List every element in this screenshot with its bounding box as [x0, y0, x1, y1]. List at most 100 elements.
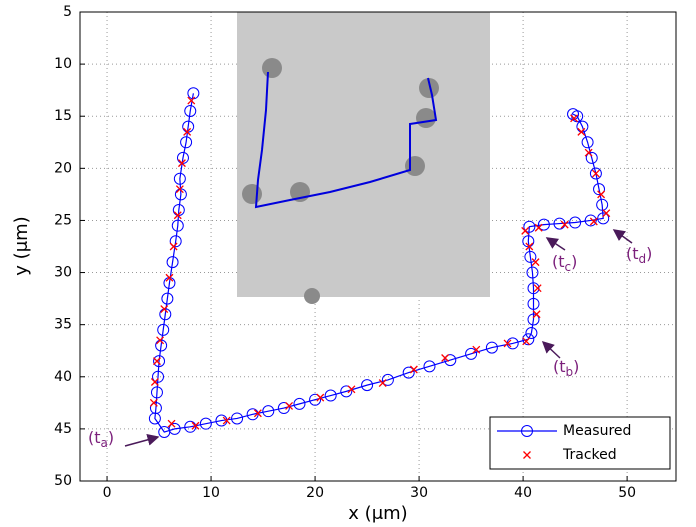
annotation: (tc): [552, 252, 577, 274]
y-axis-label: y (μm): [11, 216, 32, 275]
marker: [525, 242, 534, 251]
marker: [526, 266, 539, 279]
marker: [231, 412, 244, 425]
marker: [521, 425, 533, 437]
marker: [293, 397, 306, 410]
marker: [602, 209, 611, 218]
annotation: (ta): [88, 428, 114, 450]
marker: [577, 127, 586, 136]
marker: [150, 386, 163, 399]
marker: [527, 313, 540, 326]
marker: [167, 419, 176, 428]
marker: [169, 235, 182, 248]
marker: [277, 402, 290, 415]
annotation-arrow: [541, 340, 561, 359]
marker: [153, 357, 161, 366]
marker: [191, 421, 200, 430]
marker: [340, 385, 353, 398]
marker: [171, 219, 184, 232]
y-tick-label: 10: [54, 56, 72, 72]
marker: [527, 297, 540, 310]
marker: [525, 327, 538, 340]
marker: [521, 226, 530, 235]
marker: [361, 379, 374, 392]
marker: [165, 273, 174, 282]
marker: [160, 305, 169, 313]
marker: [503, 339, 512, 348]
series-line: [154, 93, 604, 433]
marker: [593, 183, 606, 196]
marker: [441, 354, 450, 362]
marker: [180, 136, 193, 149]
y-tick-label: 40: [54, 369, 72, 385]
marker: [472, 345, 481, 354]
annotation-part: (t: [552, 252, 565, 271]
marker: [485, 341, 498, 354]
marker: [423, 360, 436, 373]
marker: [524, 250, 537, 263]
marker: [166, 256, 179, 269]
x-tick-label: 40: [514, 485, 532, 501]
marker: [149, 398, 158, 407]
marker: [569, 216, 582, 229]
marker: [533, 284, 542, 293]
marker: [378, 379, 387, 387]
marker: [161, 292, 174, 305]
marker: [570, 114, 579, 123]
marker: [585, 151, 598, 164]
y-tick-label: 5: [63, 4, 72, 20]
annotation-part: ): [108, 428, 114, 447]
marker: [597, 190, 606, 199]
marker: [153, 355, 166, 368]
legend-box: [489, 416, 671, 470]
marker: [523, 220, 536, 233]
marker: [381, 373, 394, 386]
marker: [402, 366, 415, 379]
marker: [522, 337, 531, 346]
marker: [157, 323, 170, 336]
marker: [148, 412, 161, 425]
inset-image: [237, 12, 490, 304]
marker: [584, 148, 593, 157]
annotation-part: (t: [626, 244, 639, 263]
y-tick-label: 20: [54, 160, 72, 176]
marker: [168, 422, 181, 435]
y-tick-label: 15: [54, 108, 72, 124]
marker: [183, 127, 192, 136]
annotation-part: b: [566, 365, 574, 379]
marker: [199, 417, 212, 430]
marker: [589, 167, 602, 180]
annotation-part: ): [573, 357, 579, 376]
marker: [177, 159, 186, 168]
marker: [187, 96, 196, 105]
annotation-part: a: [101, 436, 108, 450]
y-tick-label: 25: [54, 212, 72, 228]
legend-label: Measured: [563, 423, 631, 439]
annotation-arrow: [545, 237, 566, 251]
marker: [527, 282, 540, 295]
marker: [347, 385, 356, 394]
marker: [534, 223, 543, 232]
annotation-part: c: [565, 260, 572, 274]
marker: [152, 370, 165, 383]
marker: [175, 185, 184, 194]
marker: [324, 389, 337, 402]
y-tick-label: 30: [54, 265, 72, 281]
annotation: (tb): [553, 357, 579, 379]
annotation-part: (t: [553, 357, 566, 376]
marker: [589, 217, 598, 226]
marker: [531, 258, 540, 267]
marker: [253, 409, 262, 418]
marker: [560, 220, 569, 229]
marker: [522, 333, 535, 346]
marker: [523, 451, 531, 459]
marker: [173, 172, 186, 185]
marker: [173, 211, 182, 220]
marker: [184, 105, 197, 118]
marker: [596, 198, 609, 211]
x-tick-label: 0: [103, 485, 112, 501]
y-tick-label: 50: [54, 473, 72, 489]
marker: [584, 214, 597, 227]
marker: [169, 242, 178, 251]
